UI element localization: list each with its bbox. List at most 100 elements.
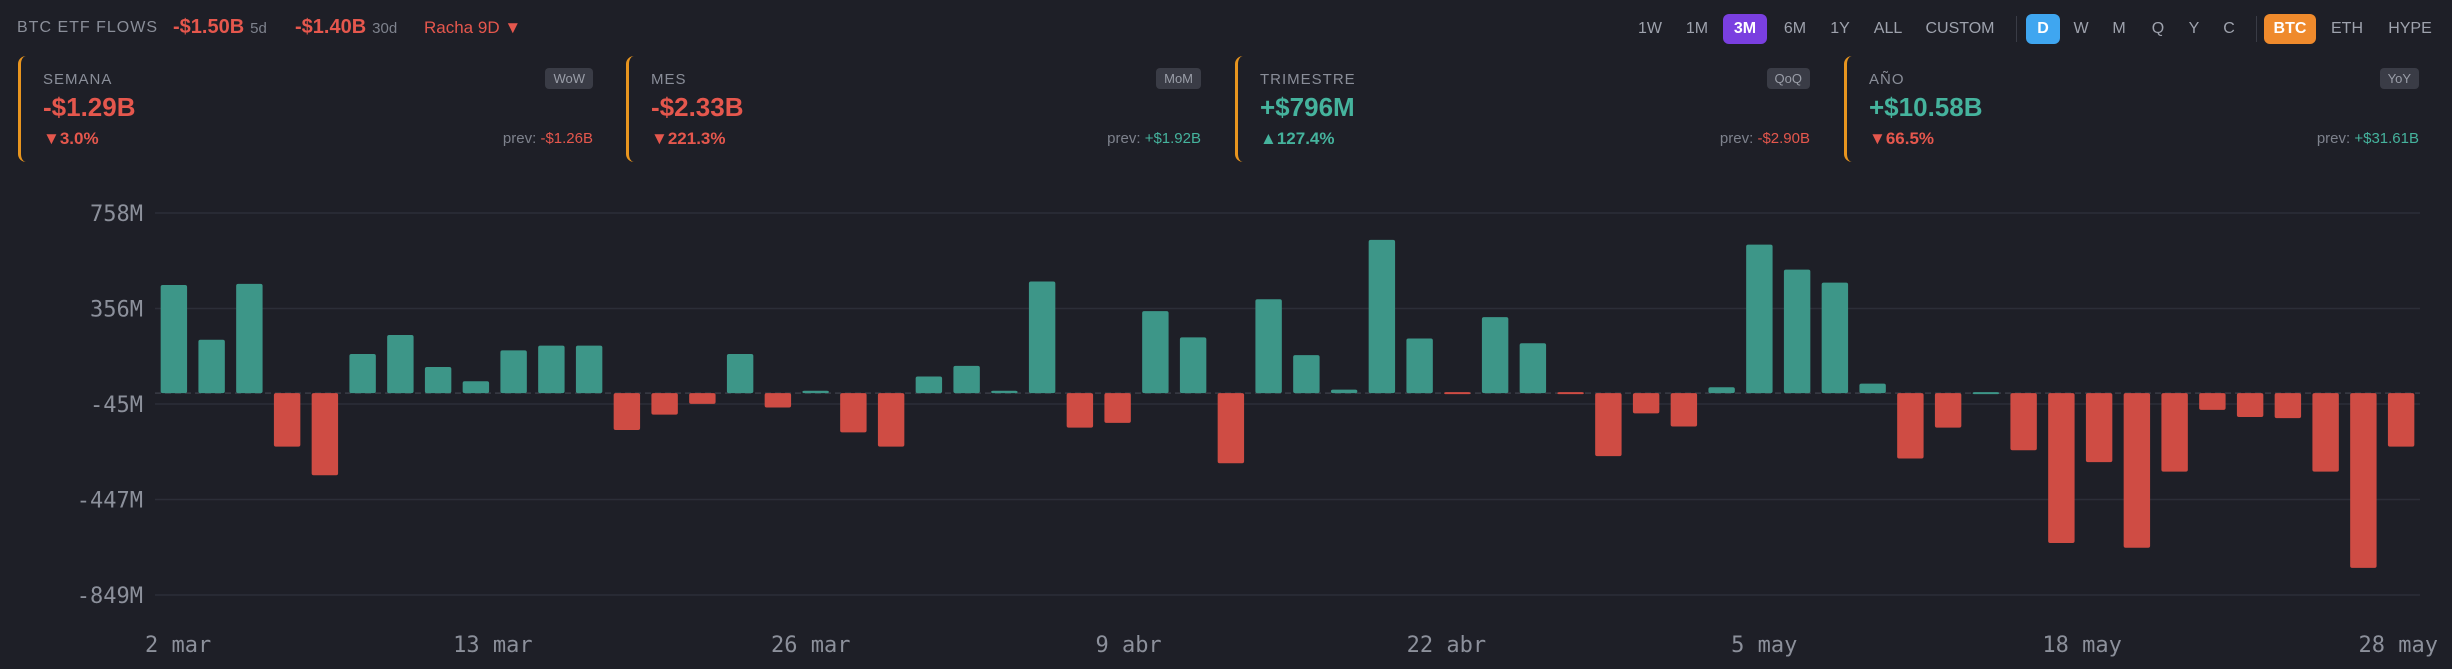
flow-30d: -$1.40B 30d [295,16,397,39]
range-custom-button[interactable]: CUSTOM [1925,20,1995,37]
inflow-bar[interactable] [1972,392,2000,395]
toolbar-divider [2016,16,2017,42]
inflow-bar[interactable] [387,334,414,394]
outflow-bar[interactable] [2161,393,2188,472]
outflow-bar[interactable] [1066,393,1094,428]
card-month-tag: MoM [1156,68,1201,89]
card-year-tag: YoY [2379,68,2419,89]
interval-d-button[interactable]: D [2026,14,2060,44]
range-1y-button[interactable]: 1Y [1830,20,1850,37]
inflow-bar[interactable] [462,381,490,394]
outflow-bar[interactable] [840,393,867,433]
card-quarter: TRIMESTRE QoQ +$796M ▲127.4% prev: -$2.9… [1235,56,1818,162]
card-quarter-tag: QoQ [1766,68,1810,89]
flow-5d: -$1.50B 5d [173,16,267,39]
inflow-bar[interactable] [1179,337,1207,394]
chart-bars[interactable] [160,239,2415,568]
outflow-bar[interactable] [2123,393,2151,548]
inflow-bar[interactable] [160,285,188,394]
flows-bar-chart[interactable]: 758M 356M -45M -447M -849M 2 mar 13 mar 26 mar… [0,170,2452,669]
outflow-bar[interactable] [1897,393,1924,459]
range-1m-button[interactable]: 1M [1685,20,1709,37]
inflow-bar[interactable] [1783,269,1811,394]
inflow-bar[interactable] [1859,383,1886,394]
inflow-bar[interactable] [1142,311,1169,394]
outflow-bar[interactable] [1670,393,1698,427]
outflow-bar[interactable] [877,393,905,447]
interval-q-button[interactable]: Q [2151,20,2165,37]
inflow-bar[interactable] [1406,338,1433,394]
outflow-bar[interactable] [2236,393,2264,417]
inflow-bar[interactable] [575,345,603,394]
outflow-bar[interactable] [2350,393,2377,568]
inflow-bar[interactable] [538,345,565,394]
inflow-bar[interactable] [953,365,980,394]
outflow-bar[interactable] [1104,393,1131,423]
interval-m-button[interactable]: M [2112,20,2126,37]
top-bar: BTC ETF FLOWS -$1.50B 5d -$1.40B 30d Racha… [0,0,2452,56]
card-week-change: ▼3.0% [43,129,99,148]
inflow-bar[interactable] [915,376,943,394]
range-all-button[interactable]: ALL [1873,20,1903,37]
inflow-bar[interactable] [1368,239,1396,394]
outflow-bar[interactable] [651,393,678,415]
interval-w-button[interactable]: W [2073,20,2089,37]
inflow-bar[interactable] [1293,355,1320,394]
outflow-bar[interactable] [1595,393,1622,457]
inflow-bar[interactable] [1746,244,1773,394]
outflow-bar[interactable] [2274,393,2302,419]
outflow-bar[interactable] [764,393,792,408]
card-quarter-change: ▲127.4% [1260,129,1335,148]
x-axis-labels: 2 mar 13 mar 26 mar 9 abr 22 abr 5 may 18 may 2… [145,633,2438,658]
inflow-bar[interactable] [991,390,1018,394]
outflow-bar[interactable] [1444,392,1471,395]
flow-5d-value: -$1.50B [173,16,245,38]
asset-eth-button[interactable]: ETH [2331,20,2363,37]
card-week-label: SEMANA [43,71,113,88]
asset-btc-button[interactable]: BTC [2264,14,2316,44]
inflow-bar[interactable] [1330,389,1358,394]
inflow-bar[interactable] [802,390,829,394]
outflow-bar[interactable] [273,393,301,447]
outflow-bar[interactable] [1217,393,1245,464]
outflow-bar[interactable] [613,393,641,431]
range-3m-button[interactable]: 3M [1723,14,1767,44]
outflow-bar[interactable] [311,393,339,476]
range-6m-button[interactable]: 6M [1783,20,1807,37]
inflow-bar[interactable] [1481,317,1509,394]
inflow-bar[interactable] [1255,299,1282,394]
outflow-bar[interactable] [1632,393,1660,414]
x-tick-label: 26 mar [771,633,850,658]
interval-y-button[interactable]: Y [2188,20,2200,37]
outflow-bar[interactable] [1934,393,1962,428]
card-quarter-prev-label: prev: [1719,130,1754,147]
card-week-prev: prev: -$1.26B [503,130,593,147]
inflow-bar[interactable] [1028,281,1056,394]
inflow-bar[interactable] [726,353,754,394]
y-tick-label: -849M [77,584,143,609]
inflow-bar[interactable] [236,283,263,394]
outflow-bar[interactable] [1557,392,1584,395]
outflow-bar[interactable] [2199,393,2226,410]
outflow-bar[interactable] [2312,393,2339,472]
interval-c-button[interactable]: C [2223,20,2235,37]
outflow-bar[interactable] [689,393,716,404]
inflow-bar[interactable] [1821,282,1849,394]
inflow-bar[interactable] [349,353,376,394]
card-quarter-prev-value: -$2.90B [1757,130,1810,147]
outflow-bar[interactable] [2048,393,2075,543]
chart-gridlines [155,212,2420,596]
inflow-bar[interactable] [1519,343,1547,394]
outflow-bar[interactable] [2010,393,2037,451]
outflow-bar[interactable] [2085,393,2113,463]
inflow-bar[interactable] [424,367,452,394]
y-tick-label: -447M [77,489,143,514]
flow-5d-period: 5d [250,20,267,37]
asset-hype-button[interactable]: HYPE [2388,20,2432,37]
outflow-bar[interactable] [2387,393,2415,447]
inflow-bar[interactable] [198,339,225,394]
inflow-bar[interactable] [500,350,527,394]
y-tick-label: 356M [90,298,143,323]
inflow-bar[interactable] [1708,387,1735,394]
range-1w-button[interactable]: 1W [1638,20,1662,37]
